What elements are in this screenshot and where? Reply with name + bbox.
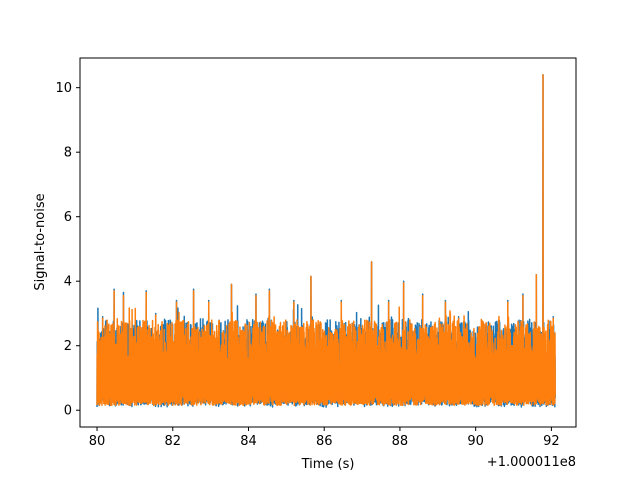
x-tick-label: 84	[240, 434, 257, 449]
x-tick-label: 86	[316, 434, 333, 449]
y-tick-label: 10	[55, 81, 72, 96]
x-tick-label: 88	[392, 434, 409, 449]
y-tick-label: 4	[64, 275, 72, 290]
x-tick-label: 82	[164, 434, 181, 449]
x-tick-label: 92	[543, 434, 560, 449]
x-tick-label: 90	[467, 434, 484, 449]
axes-frame	[79, 57, 577, 428]
x-axis: 80 82 84 86 88 90 92	[89, 427, 560, 449]
x-axis-label: Time (s)	[301, 457, 355, 472]
plot-area	[96, 74, 556, 408]
y-tick-label: 6	[64, 210, 72, 225]
y-tick-label: 8	[64, 146, 72, 161]
series-line-2	[96, 74, 556, 407]
y-tick-label: 0	[64, 404, 72, 419]
y-axis: 0 2 4 6 8 10	[55, 81, 80, 419]
y-axis-label: Signal-to-noise	[33, 193, 48, 290]
x-tick-label: 80	[89, 434, 106, 449]
y-tick-label: 2	[64, 339, 72, 354]
x-axis-offset-label: +1.000011e8	[487, 455, 576, 470]
